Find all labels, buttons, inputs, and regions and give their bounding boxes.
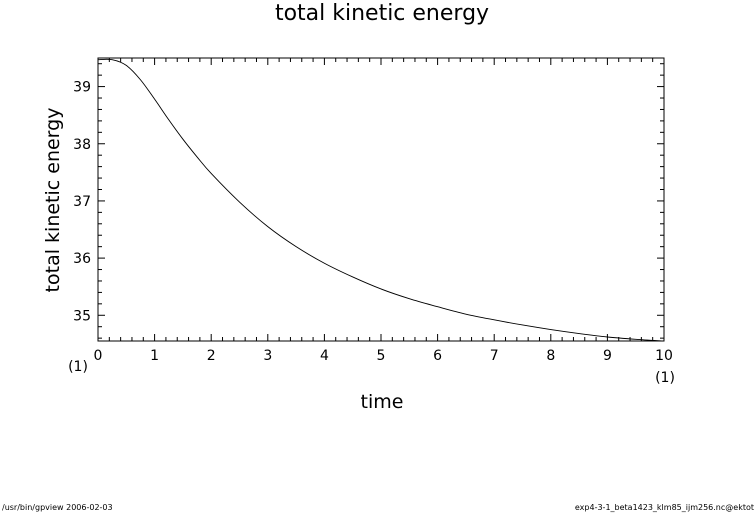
x-tick-label: 3 [263, 348, 272, 364]
x-tick-label: 7 [490, 348, 499, 364]
x-tick-label: 10 [655, 348, 673, 364]
y-tick-label: 38 [73, 137, 91, 153]
plot-frame [97, 57, 665, 342]
plot-axes [97, 57, 665, 342]
x-tick-label: 0 [94, 348, 103, 364]
x-axis-ticks: 0 1 2 3 4 5 6 7 8 9 10 [94, 58, 673, 364]
y-axis-unit-label: (1) [655, 370, 675, 386]
x-tick-label: 4 [320, 348, 329, 364]
x-axis-label: time [361, 391, 404, 413]
y-tick-label: 37 [73, 194, 91, 210]
x-tick-label: 1 [150, 348, 159, 364]
y-tick-label: 35 [73, 308, 91, 324]
series-line [97, 58, 665, 342]
y-tick-label: 36 [73, 251, 91, 267]
footer-program-date: /usr/bin/gpview 2006-02-03 [2, 503, 113, 512]
x-tick-label: 9 [603, 348, 612, 364]
y-tick-label: 39 [73, 80, 91, 96]
x-tick-label: 5 [377, 348, 386, 364]
footer-file-variable: exp4-3-1_beta1423_klm85_ijm256.nc@ektot [574, 503, 754, 512]
chart-title: total kinetic energy [275, 1, 489, 26]
x-tick-label: 2 [207, 348, 216, 364]
x-tick-label: 6 [433, 348, 442, 364]
y-axis-ticks: 35 36 37 38 39 [73, 63, 664, 339]
x-axis-unit-label: (1) [68, 359, 88, 375]
x-tick-label: 8 [546, 348, 555, 364]
y-axis-label: total kinetic energy [42, 108, 64, 293]
